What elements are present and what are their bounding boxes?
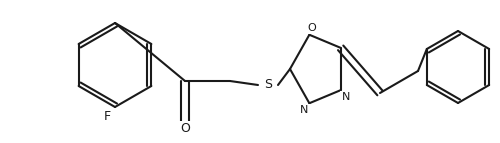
Text: O: O: [180, 123, 190, 136]
Text: N: N: [342, 92, 350, 102]
Text: F: F: [104, 111, 110, 124]
Text: O: O: [307, 23, 316, 33]
Text: N: N: [300, 105, 308, 115]
Text: S: S: [264, 79, 272, 92]
